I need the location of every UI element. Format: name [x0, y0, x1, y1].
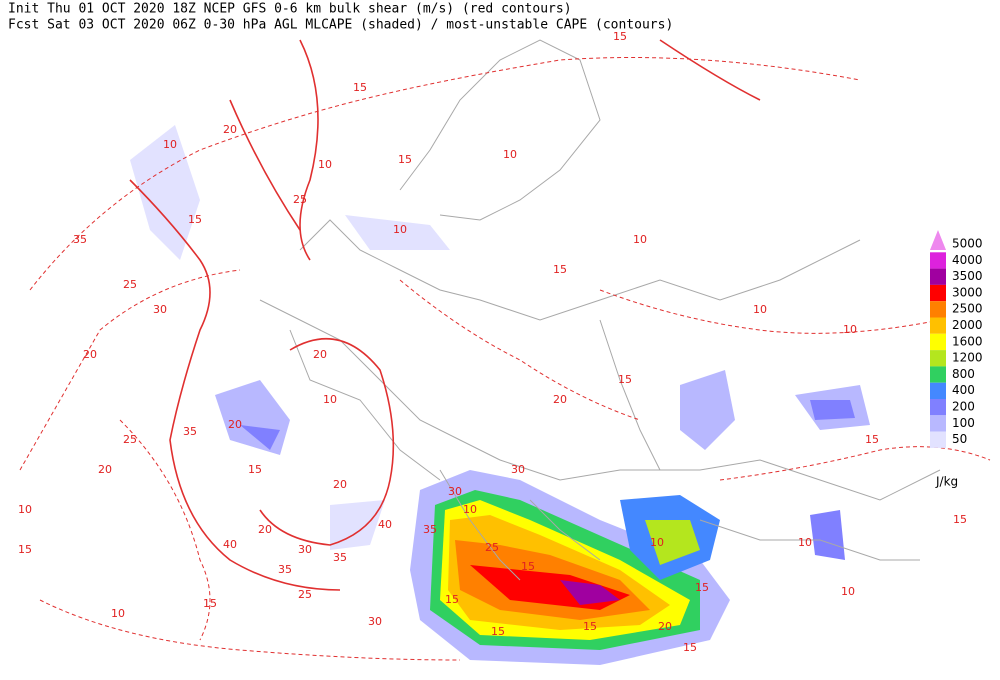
legend-label: 5000	[952, 237, 983, 251]
legend-swatch	[930, 431, 946, 448]
legend-swatch	[930, 230, 946, 250]
coastlines	[259, 39, 941, 581]
contour-label: 25	[485, 541, 499, 554]
legend-swatch	[930, 382, 946, 399]
contour-label: 15	[521, 560, 535, 573]
contour-label: 10	[111, 607, 125, 620]
contour-label: 30	[368, 615, 382, 628]
legend-label: 2000	[952, 318, 983, 332]
contour-label: 15	[203, 597, 217, 610]
shear-contours	[19, 39, 991, 661]
contour-label: 30	[511, 463, 525, 476]
contour-label: 10	[841, 585, 855, 598]
legend-label: 100	[952, 416, 975, 430]
contour-label: 15	[398, 153, 412, 166]
contour-label: 35	[333, 551, 347, 564]
contour-label: 30	[298, 543, 312, 556]
contour-label: 25	[123, 278, 137, 291]
contour-label: 20	[228, 418, 242, 431]
contour-label: 25	[123, 433, 137, 446]
contour-label: 20	[658, 620, 672, 633]
contour-label: 15	[695, 581, 709, 594]
contour-label: 20	[258, 523, 272, 536]
contour-label: 40	[378, 518, 392, 531]
contour-label: 10	[753, 303, 767, 316]
contour-labels: 15 15 20 10 25 35 25 30 20 15 10 10 15 15 10 10 10 15 20 20…	[18, 30, 967, 654]
legend-swatch	[930, 350, 946, 367]
contour-label: 10	[463, 503, 477, 516]
contour-label: 10	[318, 158, 332, 171]
contour-label: 15	[445, 593, 459, 606]
contour-label: 20	[83, 348, 97, 361]
legend-label: 1600	[952, 334, 983, 348]
contour-label: 10	[393, 223, 407, 236]
contour-label: 15	[188, 213, 202, 226]
legend-swatch	[930, 399, 946, 416]
contour-label: 15	[18, 543, 32, 556]
contour-label: 15	[583, 620, 597, 633]
contour-label: 35	[423, 523, 437, 536]
legend-label: 400	[952, 383, 975, 397]
contour-label: 30	[448, 485, 462, 498]
legend: 5000 4000 3500 3000 2500 2000 1600 1200 800 400 20…	[930, 230, 983, 489]
contour-label: 10	[163, 138, 177, 151]
contour-label: 25	[293, 193, 307, 206]
contour-label: 15	[618, 373, 632, 386]
contour-label: 10	[323, 393, 337, 406]
contour-label: 20	[313, 348, 327, 361]
contour-label: 15	[953, 513, 967, 526]
contour-label: 20	[333, 478, 347, 491]
contour-label: 15	[865, 433, 879, 446]
cape-shading	[130, 125, 870, 665]
legend-swatch	[930, 333, 946, 351]
legend-swatch	[930, 301, 946, 318]
contour-label: 20	[553, 393, 567, 406]
legend-unit: J/kg	[935, 475, 958, 489]
contour-label: 15	[613, 30, 627, 43]
header-line: Init Thu 01 OCT 2020 18Z NCEP GFS 0-6 km…	[8, 2, 572, 17]
header-line: Fcst Sat 03 OCT 2020 06Z 0-30 hPa AGL ML…	[8, 18, 673, 33]
contour-label: 15	[491, 625, 505, 638]
contour-label: 15	[553, 263, 567, 276]
contour-label: 30	[153, 303, 167, 316]
contour-label: 10	[633, 233, 647, 246]
legend-label: 2500	[952, 302, 983, 316]
legend-swatch	[930, 317, 946, 334]
contour-label: 15	[248, 463, 262, 476]
legend-label: 4000	[952, 253, 983, 267]
legend-swatch	[930, 252, 946, 269]
legend-label: 3000	[952, 285, 983, 299]
contour-label: 35	[73, 233, 87, 246]
contour-label: 15	[683, 641, 697, 654]
legend-label: 200	[952, 400, 975, 414]
legend-swatch	[930, 415, 946, 432]
contour-label: 20	[98, 463, 112, 476]
legend-label: 1200	[952, 351, 983, 365]
contour-label: 15	[353, 81, 367, 94]
legend-swatch	[930, 268, 946, 285]
contour-label: 40	[223, 538, 237, 551]
legend-swatch	[930, 366, 946, 383]
contour-label: 35	[183, 425, 197, 438]
contour-label: 35	[278, 563, 292, 576]
legend-label: 3500	[952, 269, 983, 283]
contour-label: 10	[843, 323, 857, 336]
legend-label: 800	[952, 367, 975, 381]
contour-label: 10	[18, 503, 32, 516]
contour-label: 10	[503, 148, 517, 161]
legend-label: 50	[952, 432, 967, 446]
contour-label: 25	[298, 588, 312, 601]
legend-swatch	[930, 284, 946, 302]
contour-label: 10	[650, 536, 664, 549]
contour-label: 20	[223, 123, 237, 136]
contour-label: 10	[798, 536, 812, 549]
